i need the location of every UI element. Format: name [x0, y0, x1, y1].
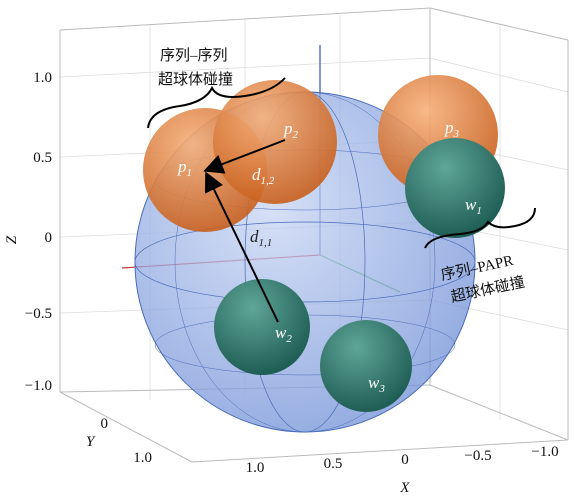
label-sub: 2	[293, 129, 299, 141]
x-tick-label: 0.5	[324, 456, 343, 472]
annotation: 超球体碰撞	[158, 70, 233, 88]
y-tick-label: 1.0	[133, 450, 152, 466]
label-main: p	[444, 118, 454, 137]
axis-label: Z	[4, 235, 20, 244]
z-tick-label: 1.0	[33, 70, 52, 86]
label-sub: 1	[476, 205, 482, 217]
axis-label: X	[399, 480, 410, 496]
x-tick-label: −0.5	[464, 448, 491, 464]
label-sub: 1,1	[259, 237, 273, 249]
label-main: p	[283, 119, 293, 138]
label-sub: 1,2	[261, 175, 275, 187]
label-main: w	[368, 373, 380, 392]
sphere-p2	[213, 80, 337, 204]
label-main: w	[275, 323, 287, 342]
x-tick-label: 1.0	[246, 460, 265, 476]
sphere-w2	[320, 320, 412, 412]
sphere-w1	[214, 279, 310, 375]
figure: p1p2p3w1w2w3d1,2d1,1序列–序列超球体碰撞序列–PAPR超球体…	[0, 0, 574, 498]
y-tick-label: 0	[101, 416, 109, 432]
label-sub: 2	[286, 333, 292, 345]
label-sub: 3	[378, 383, 385, 395]
z-tick-label: 0	[45, 230, 53, 246]
annotation: 序列–序列	[160, 47, 228, 64]
label-sub: 3	[453, 128, 460, 140]
label-sub: 1	[187, 167, 193, 179]
label-main: w	[465, 195, 477, 214]
x-tick-label: −1.0	[531, 444, 558, 460]
x-tick-label: 0	[401, 452, 409, 468]
label-main: p	[177, 157, 187, 176]
z-tick-label: −0.5	[25, 306, 52, 322]
z-tick-label: −1.0	[25, 378, 52, 394]
axis-label: Y	[86, 434, 96, 450]
z-tick-label: 0.5	[33, 150, 52, 166]
